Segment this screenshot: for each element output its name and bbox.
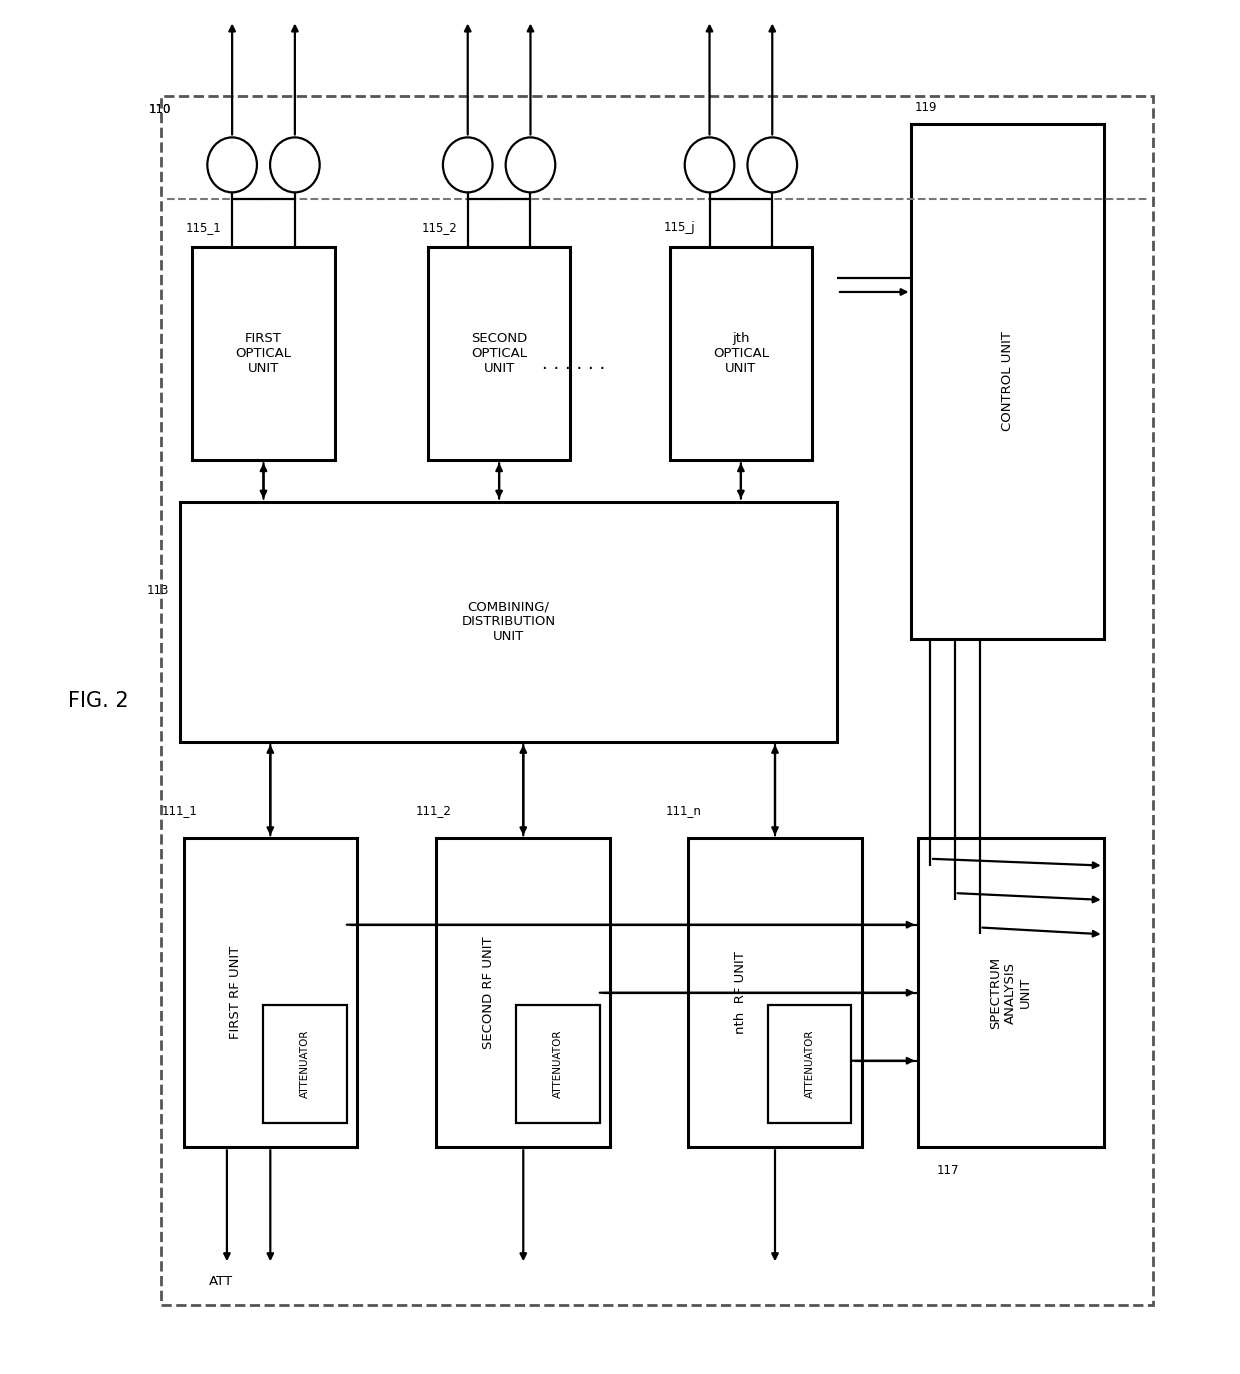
Text: ATTENUATOR: ATTENUATOR bbox=[553, 1029, 563, 1098]
Bar bbox=[918, 838, 1104, 1147]
Text: 119: 119 bbox=[915, 100, 937, 114]
Bar bbox=[670, 247, 812, 460]
Text: 110: 110 bbox=[149, 103, 171, 117]
Bar bbox=[436, 838, 610, 1147]
Text: FIRST
OPTICAL
UNIT: FIRST OPTICAL UNIT bbox=[236, 333, 291, 375]
Bar bbox=[161, 96, 1153, 1305]
Text: 111_1: 111_1 bbox=[161, 804, 197, 818]
Bar bbox=[184, 838, 357, 1147]
Text: SECOND
OPTICAL
UNIT: SECOND OPTICAL UNIT bbox=[471, 333, 527, 375]
Text: COMBINING/
DISTRIBUTION
UNIT: COMBINING/ DISTRIBUTION UNIT bbox=[461, 600, 556, 643]
Text: 115_2: 115_2 bbox=[422, 221, 458, 234]
Text: 113: 113 bbox=[146, 584, 169, 598]
Text: . . . . . .: . . . . . . bbox=[542, 354, 606, 374]
Bar bbox=[516, 1006, 600, 1123]
Text: 115_1: 115_1 bbox=[186, 221, 222, 234]
Text: FIG. 2: FIG. 2 bbox=[68, 691, 129, 710]
Text: CONTROL UNIT: CONTROL UNIT bbox=[1001, 331, 1014, 431]
Text: 110: 110 bbox=[149, 103, 171, 117]
Text: nth  RF UNIT: nth RF UNIT bbox=[734, 951, 746, 1035]
Text: jth
OPTICAL
UNIT: jth OPTICAL UNIT bbox=[713, 333, 769, 375]
Bar bbox=[192, 247, 335, 460]
Text: SECOND RF UNIT: SECOND RF UNIT bbox=[482, 937, 495, 1048]
Text: FIRST RF UNIT: FIRST RF UNIT bbox=[229, 947, 242, 1039]
Bar bbox=[768, 1006, 852, 1123]
Bar bbox=[428, 247, 570, 460]
Text: 111_2: 111_2 bbox=[415, 804, 451, 818]
Text: 117: 117 bbox=[936, 1164, 959, 1178]
Text: ATT: ATT bbox=[208, 1275, 233, 1287]
Text: SPECTRUM
ANALYSIS
UNIT: SPECTRUM ANALYSIS UNIT bbox=[990, 956, 1032, 1029]
Bar bbox=[911, 124, 1104, 639]
Text: 115_j: 115_j bbox=[663, 221, 696, 234]
Text: ATTENUATOR: ATTENUATOR bbox=[805, 1029, 815, 1098]
Text: ATTENUATOR: ATTENUATOR bbox=[300, 1029, 310, 1098]
Bar bbox=[180, 502, 837, 742]
Bar bbox=[688, 838, 862, 1147]
Text: 111_n: 111_n bbox=[666, 804, 702, 818]
Bar bbox=[263, 1006, 347, 1123]
